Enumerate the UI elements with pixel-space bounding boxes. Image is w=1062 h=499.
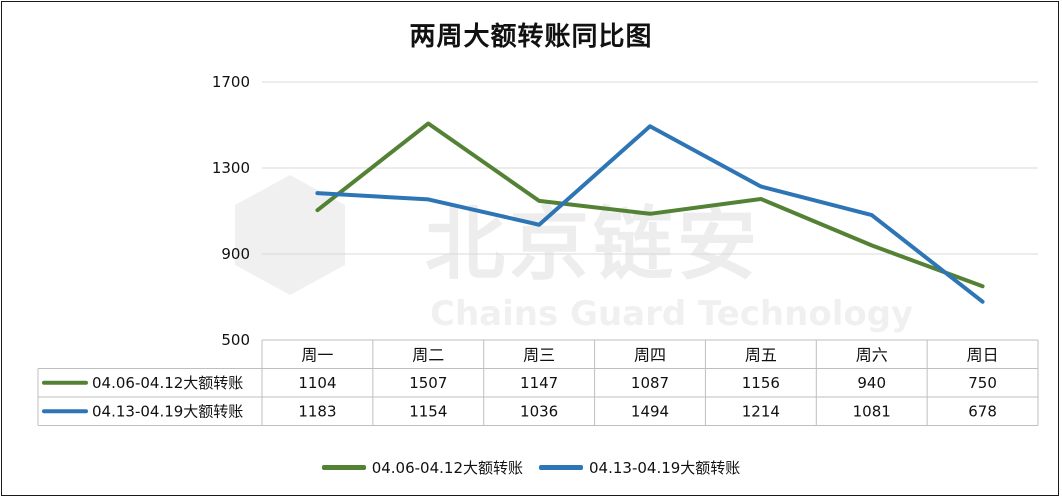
x-category-label: 周六 [856,345,888,364]
table-cell: 1494 [631,402,669,420]
table-cell: 1081 [853,402,891,420]
x-category-label: 周日 [967,345,999,364]
table-cell: 750 [968,374,997,392]
watermark: 北京链安 Chains Guard Technology [235,175,913,334]
y-axis: 500 900 1300 1700 [212,73,250,349]
x-category-label: 周三 [523,345,555,364]
table-cell: 1087 [631,374,669,392]
table-cell: 1156 [742,374,780,392]
table-cell: 1036 [520,402,558,420]
legend-item: 04.06-04.12大额转账 [321,457,523,478]
table-series-name: 04.13-04.19大额转账 [92,402,243,420]
table-cell: 940 [857,374,886,392]
grid [262,81,1038,255]
legend-label: 04.13-04.19大额转账 [589,458,741,477]
table-series-name: 04.06-04.12大额转账 [92,374,243,392]
table-cell: 1183 [298,402,336,420]
table-cell: 1214 [742,402,780,420]
chart-title: 两周大额转账同比图 [409,22,653,52]
watermark-text-cn: 北京链安 [425,198,761,291]
y-tick-label: 900 [221,245,250,263]
table-cell: 678 [968,402,997,420]
watermark-text-en: Chains Guard Technology [430,294,913,334]
data-table: 周一 周二 周三 周四 周五 周六 周日 04.06-04.12大额转账 1104 1507 114… [37,339,1039,426]
legend-swatch [321,464,366,470]
legend-item: 04.13-04.19大额转账 [539,457,740,478]
table-cell: 1147 [520,374,558,392]
table-cell: 1154 [409,402,447,420]
y-tick-label: 500 [221,331,250,349]
table-cell: 1507 [409,374,447,392]
table-cell: 1104 [298,374,336,392]
x-category-label: 周一 [301,345,333,364]
legend-label: 04.06-04.12大额转账 [371,458,523,477]
legend-swatch [539,464,583,470]
x-category-label: 周五 [745,345,777,364]
series-lines [315,121,985,304]
x-category-label: 周四 [634,345,666,364]
x-category-label: 周二 [412,345,444,364]
watermark-logo-icon [235,175,345,295]
legend: 04.06-04.12大额转账 04.13-04.19大额转账 [0,455,1062,479]
y-tick-label: 1700 [212,73,250,91]
y-tick-label: 1300 [212,159,250,177]
